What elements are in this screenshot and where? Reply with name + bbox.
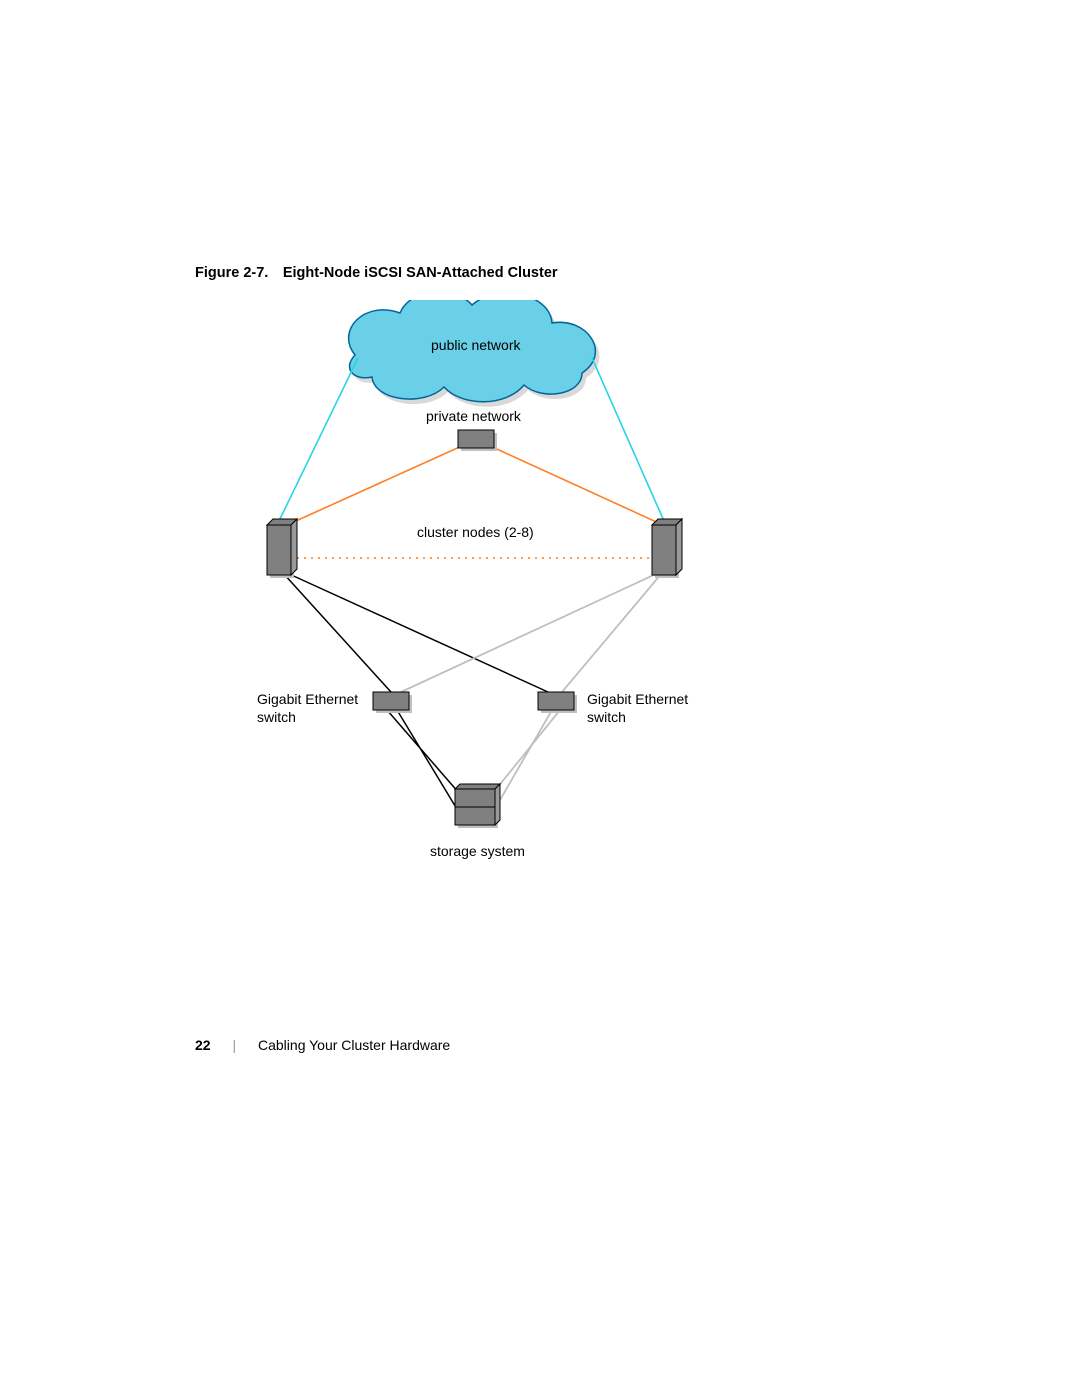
gigabit-switch-left (373, 692, 409, 710)
page-number: 22 (195, 1037, 211, 1053)
footer-divider: | (232, 1037, 236, 1053)
cluster-nodes-label: cluster nodes (2-8) (417, 524, 534, 540)
storage-system-bottom (455, 807, 495, 825)
storage-system-label: storage system (430, 843, 525, 859)
cluster-node-right (652, 525, 676, 575)
private-network-node (458, 430, 494, 448)
public-network-label: public network (431, 337, 521, 353)
gigabit-switch-left-label: Gigabit Ethernetswitch (257, 690, 358, 726)
figure-title: Figure 2-7. Eight-Node iSCSI SAN-Attache… (195, 265, 558, 281)
section-title: Cabling Your Cluster Hardware (258, 1037, 450, 1053)
private-network-label: private network (426, 408, 521, 424)
gigabit-switch-right-label: Gigabit Ethernetswitch (587, 690, 688, 726)
cluster-diagram (195, 300, 895, 880)
diagram-container: public network private network cluster n… (195, 300, 895, 880)
page-footer: 22 | Cabling Your Cluster Hardware (195, 1037, 450, 1053)
cluster-node-left (267, 525, 291, 575)
storage-system-top (455, 789, 495, 807)
gigabit-switch-right (538, 692, 574, 710)
